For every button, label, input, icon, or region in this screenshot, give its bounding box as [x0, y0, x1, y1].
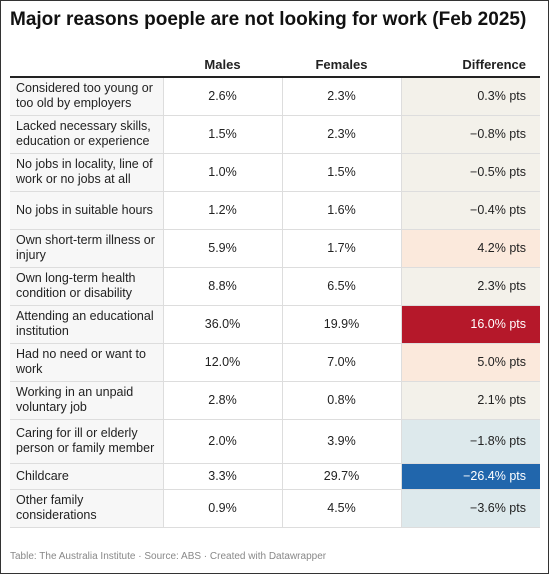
males-cell: 5.9%: [162, 229, 282, 267]
reason-cell: Working in an unpaid voluntary job: [10, 381, 163, 419]
males-cell: 12.0%: [162, 343, 282, 381]
header-reason: [10, 52, 163, 77]
table-row: Own short-term illness or injury 5.9% 1.7%…: [10, 229, 540, 267]
females-cell: 7.0%: [281, 343, 401, 381]
males-cell: 3.3%: [162, 463, 282, 489]
table-row: Lacked necessary skills, education or ex…: [10, 115, 540, 153]
table-row: Childcare 3.3% 29.7% −26.4% pts: [10, 463, 540, 489]
reason-cell: No jobs in locality, line of work or no …: [10, 153, 163, 191]
reason-cell: Caring for ill or elderly person or fami…: [10, 419, 163, 463]
females-cell: 29.7%: [281, 463, 401, 489]
reason-cell: Lacked necessary skills, education or ex…: [10, 115, 163, 153]
data-table: Males Females Difference Considered too …: [10, 52, 540, 528]
difference-cell: −3.6% pts: [400, 489, 540, 527]
source-note: Table: The Australia Institute · Source:…: [10, 551, 327, 562]
reason-cell: Childcare: [10, 463, 163, 489]
table-body: Considered too young or too old by emplo…: [10, 77, 540, 527]
females-cell: 1.6%: [281, 191, 401, 229]
chart-title: Major reasons poeple are not looking for…: [10, 9, 527, 30]
females-cell: 19.9%: [281, 305, 401, 343]
males-cell: 1.5%: [162, 115, 282, 153]
males-cell: 2.8%: [162, 381, 282, 419]
table-row: Working in an unpaid voluntary job 2.8% 0.…: [10, 381, 540, 419]
reason-cell: Own long-term health condition or disabi…: [10, 267, 163, 305]
reason-cell: Considered too young or too old by emplo…: [10, 77, 163, 115]
table-row: Considered too young or too old by emplo…: [10, 77, 540, 115]
difference-cell: −0.5% pts: [400, 153, 540, 191]
reason-cell: No jobs in suitable hours: [10, 191, 163, 229]
header-difference: Difference: [462, 56, 526, 72]
males-cell: 1.2%: [162, 191, 282, 229]
females-cell: 1.7%: [281, 229, 401, 267]
difference-cell: −26.4% pts: [400, 463, 540, 489]
header-row: Males Females Difference: [10, 52, 540, 77]
difference-cell: −0.4% pts: [400, 191, 540, 229]
reason-cell: Other family considerations: [10, 489, 163, 527]
header-females: Females: [315, 56, 368, 72]
females-cell: 4.5%: [281, 489, 401, 527]
reason-cell: Had no need or want to work: [10, 343, 163, 381]
females-cell: 2.3%: [281, 115, 401, 153]
difference-cell: 2.1% pts: [400, 381, 540, 419]
difference-cell: 2.3% pts: [400, 267, 540, 305]
difference-cell: 16.0% pts: [400, 305, 540, 343]
males-cell: 36.0%: [162, 305, 282, 343]
table-row: Own long-term health condition or disabi…: [10, 267, 540, 305]
females-cell: 2.3%: [281, 77, 401, 115]
difference-cell: 4.2% pts: [400, 229, 540, 267]
males-cell: 2.0%: [162, 419, 282, 463]
table-row: Caring for ill or elderly person or fami…: [10, 419, 540, 463]
reason-cell: Own short-term illness or injury: [10, 229, 163, 267]
males-cell: 8.8%: [162, 267, 282, 305]
females-cell: 6.5%: [281, 267, 401, 305]
females-cell: 3.9%: [281, 419, 401, 463]
table-row: No jobs in suitable hours 1.2% 1.6% −0.4% p…: [10, 191, 540, 229]
difference-cell: −1.8% pts: [400, 419, 540, 463]
reason-cell: Attending an educational institution: [10, 305, 163, 343]
difference-cell: 5.0% pts: [400, 343, 540, 381]
difference-cell: −0.8% pts: [400, 115, 540, 153]
females-cell: 0.8%: [281, 381, 401, 419]
females-cell: 1.5%: [281, 153, 401, 191]
difference-cell: 0.3% pts: [400, 77, 540, 115]
table-row: No jobs in locality, line of work or no …: [10, 153, 540, 191]
males-cell: 2.6%: [162, 77, 282, 115]
males-cell: 1.0%: [162, 153, 282, 191]
table-row: Had no need or want to work 12.0% 7.0% 5.0%…: [10, 343, 540, 381]
table-row: Attending an educational institution 36.0…: [10, 305, 540, 343]
table-row: Other family considerations 0.9% 4.5% −3.6%…: [10, 489, 540, 527]
males-cell: 0.9%: [162, 489, 282, 527]
header-males: Males: [204, 56, 241, 72]
